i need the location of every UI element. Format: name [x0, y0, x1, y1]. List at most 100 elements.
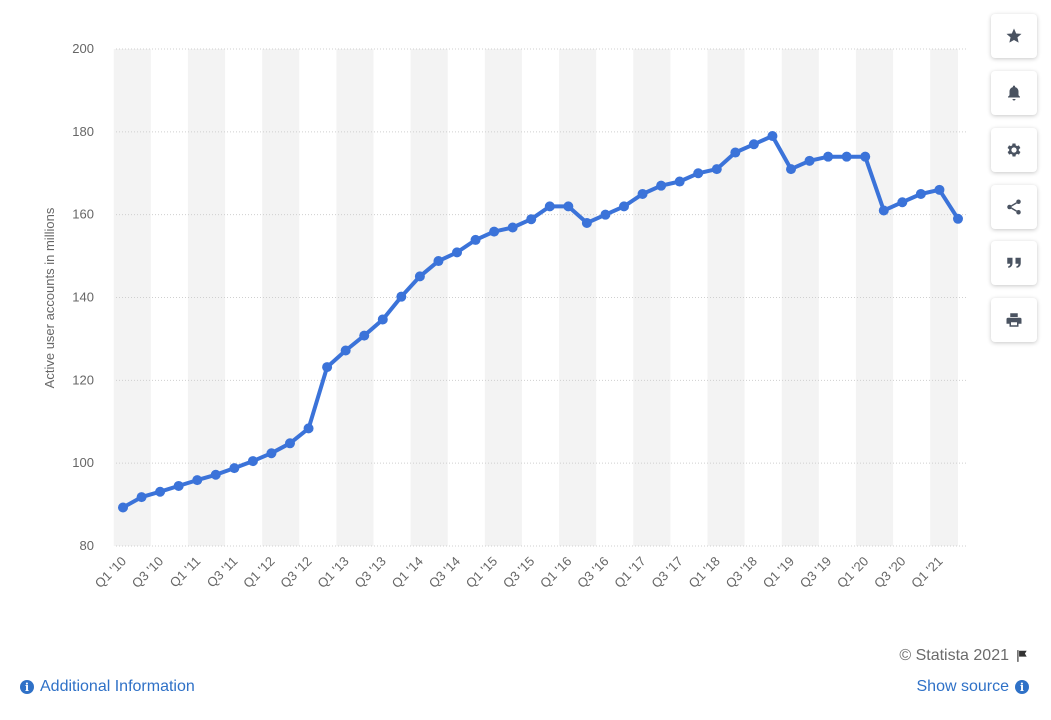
y-tick-label: 180	[72, 124, 94, 139]
x-tick-label: Q3 '17	[648, 554, 685, 591]
x-tick-label: Q3 '14	[426, 554, 463, 591]
data-point	[340, 345, 351, 356]
data-point	[136, 492, 147, 503]
data-point	[507, 222, 518, 233]
data-point	[841, 151, 852, 162]
favorite-button[interactable]	[991, 14, 1037, 58]
data-point	[581, 217, 592, 228]
y-axis-ticks: 80 100 120 140 160 180 200	[72, 41, 94, 553]
data-point	[544, 201, 555, 212]
copyright-text: © Statista 2021	[899, 647, 1009, 664]
x-tick-label: Q1 '19	[760, 554, 797, 591]
y-axis-label: Active user accounts in millions	[42, 207, 57, 388]
series-line	[121, 134, 960, 510]
data-point	[934, 184, 945, 195]
x-tick-label: Q3 '11	[204, 554, 241, 591]
data-point	[303, 423, 314, 434]
grid-band	[633, 49, 671, 546]
x-tick-label: Q1 '17	[611, 554, 648, 591]
x-tick-label: Q3 '19	[797, 554, 834, 591]
gear-icon	[1007, 143, 1021, 157]
data-point	[693, 168, 704, 179]
x-tick-label: Q1 '11	[167, 554, 204, 591]
info-icon: i	[20, 680, 34, 694]
data-point	[637, 188, 648, 199]
cite-button[interactable]	[991, 241, 1037, 285]
data-point	[489, 226, 500, 237]
data-point	[192, 475, 203, 486]
data-point	[396, 291, 407, 302]
flag-icon[interactable]	[1015, 649, 1029, 663]
data-point	[563, 201, 574, 212]
data-point	[247, 456, 258, 467]
y-tick-label: 100	[72, 455, 94, 470]
show-source-link[interactable]: Show source i	[916, 678, 1029, 696]
data-point	[619, 201, 629, 212]
data-point	[600, 209, 611, 220]
data-point	[730, 147, 741, 158]
data-point	[915, 188, 926, 199]
bell-icon	[1008, 85, 1020, 101]
data-point	[118, 502, 128, 513]
settings-button[interactable]	[991, 128, 1037, 172]
data-point	[767, 130, 778, 141]
x-tick-label: Q3 '12	[277, 554, 314, 591]
additional-information-label: Additional Information	[40, 678, 195, 695]
alternating-bands	[113, 49, 958, 546]
data-point	[414, 271, 425, 282]
data-point	[786, 164, 796, 175]
grid-band	[855, 49, 894, 546]
star-icon	[1006, 28, 1022, 43]
y-tick-label: 160	[72, 207, 94, 222]
data-point	[897, 197, 908, 208]
data-point	[210, 469, 221, 480]
data-point	[823, 151, 834, 162]
data-point	[322, 362, 333, 373]
notification-button[interactable]	[991, 71, 1037, 115]
x-tick-label: Q1 '10	[92, 554, 129, 591]
data-point	[656, 180, 667, 191]
x-tick-label: Q3 '13	[351, 554, 388, 591]
x-tick-label: Q1 '20	[834, 554, 871, 591]
share-button[interactable]	[991, 185, 1037, 229]
x-tick-label: Q1 '18	[685, 554, 722, 591]
x-tick-label: Q3 '16	[574, 554, 611, 591]
data-point	[953, 213, 963, 224]
grid-band	[559, 49, 597, 546]
data-point	[748, 139, 759, 150]
data-point	[804, 155, 815, 166]
additional-information-link[interactable]: i Additional Information	[20, 678, 195, 696]
x-tick-label: Q1 '21	[908, 554, 945, 591]
data-point	[377, 314, 388, 325]
data-point	[452, 247, 462, 258]
y-tick-label: 120	[72, 372, 94, 387]
data-point	[229, 463, 240, 474]
y-tick-label: 80	[80, 538, 94, 553]
data-point	[470, 234, 481, 245]
data-point	[674, 176, 685, 187]
data-point	[173, 480, 184, 491]
y-tick-label: 200	[72, 41, 94, 56]
x-tick-label: Q1 '15	[463, 554, 500, 591]
data-point	[433, 256, 444, 267]
data-point	[155, 486, 166, 497]
data-point	[266, 448, 277, 459]
x-tick-label: Q1 '14	[389, 554, 426, 591]
data-point	[526, 214, 537, 225]
x-tick-label: Q3 '15	[500, 554, 537, 591]
x-tick-label: Q1 '13	[314, 554, 351, 591]
show-source-label: Show source	[916, 678, 1010, 695]
x-tick-label: Q3 '10	[129, 554, 166, 591]
print-button[interactable]	[991, 298, 1037, 342]
data-point	[878, 205, 889, 216]
series-group	[118, 130, 963, 513]
quote-icon	[1007, 257, 1021, 268]
copyright-notice: © Statista 2021	[899, 647, 1029, 665]
gridlines	[116, 48, 966, 547]
x-tick-label: Q1 '16	[537, 554, 574, 591]
y-tick-label: 140	[72, 290, 94, 305]
grid-band	[336, 49, 374, 546]
info-icon: i	[1015, 680, 1029, 694]
x-tick-label: Q3 '20	[871, 554, 908, 591]
